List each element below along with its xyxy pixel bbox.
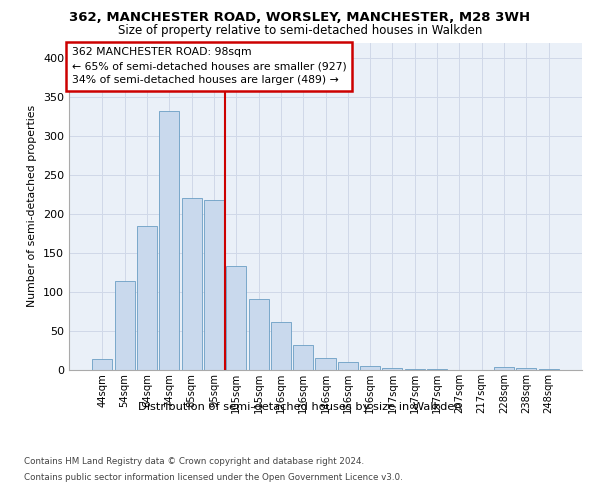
Bar: [539, 369, 559, 370]
Y-axis label: Number of semi-detached properties: Number of semi-detached properties: [28, 105, 37, 308]
Text: 362, MANCHESTER ROAD, WORSLEY, MANCHESTER, M28 3WH: 362, MANCHESTER ROAD, WORSLEY, MANCHESTE…: [70, 11, 530, 24]
Bar: [405, 369, 425, 370]
Bar: [293, 345, 313, 370]
Bar: [516, 368, 536, 370]
Text: Contains HM Land Registry data © Crown copyright and database right 2024.: Contains HM Land Registry data © Crown c…: [24, 458, 364, 466]
Bar: [360, 366, 380, 370]
Text: Size of property relative to semi-detached houses in Walkden: Size of property relative to semi-detach…: [118, 24, 482, 37]
Bar: [338, 362, 358, 370]
Bar: [382, 368, 403, 370]
Bar: [182, 198, 202, 370]
Bar: [427, 369, 447, 370]
Bar: [115, 281, 135, 370]
Bar: [271, 322, 291, 370]
Bar: [159, 111, 179, 370]
Text: 362 MANCHESTER ROAD: 98sqm
← 65% of semi-detached houses are smaller (927)
34% o: 362 MANCHESTER ROAD: 98sqm ← 65% of semi…: [71, 48, 346, 86]
Bar: [204, 200, 224, 370]
Bar: [137, 226, 157, 370]
Text: Contains public sector information licensed under the Open Government Licence v3: Contains public sector information licen…: [24, 472, 403, 482]
Bar: [92, 359, 112, 370]
Text: Distribution of semi-detached houses by size in Walkden: Distribution of semi-detached houses by …: [138, 402, 462, 412]
Bar: [494, 367, 514, 370]
Bar: [248, 299, 269, 370]
Bar: [316, 358, 335, 370]
Bar: [226, 266, 246, 370]
